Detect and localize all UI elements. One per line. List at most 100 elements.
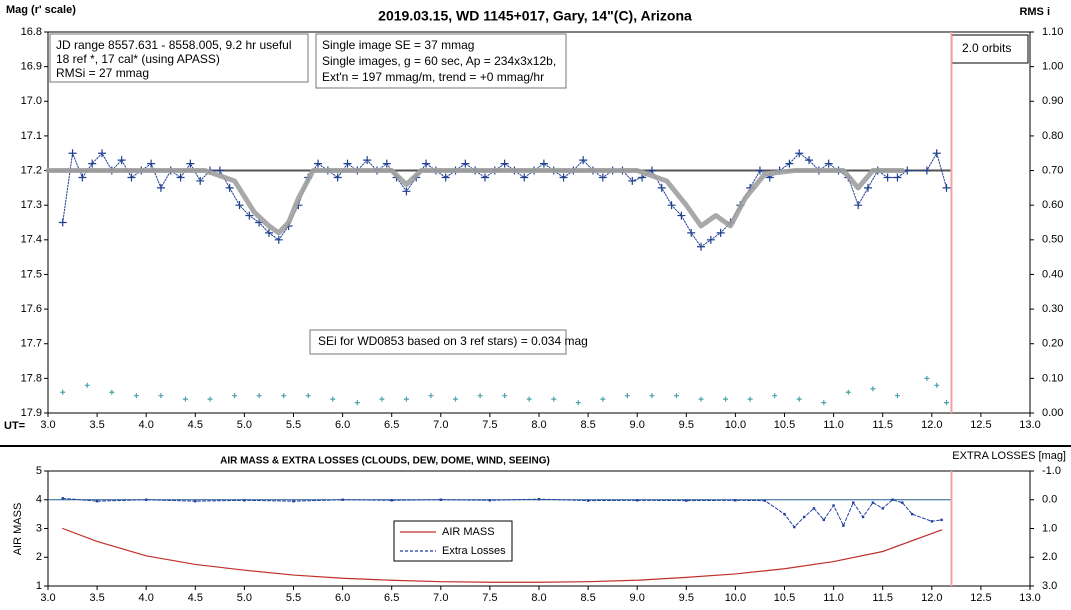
x-tick-label: 10.0	[725, 592, 746, 604]
data-point	[488, 499, 492, 502]
x-tick-label: 7.0	[433, 419, 448, 431]
x-tick-label: 11.5	[872, 419, 893, 431]
data-point	[600, 396, 606, 402]
data-point	[264, 228, 273, 237]
x-tick-label: 8.5	[580, 419, 595, 431]
y2-tick-label: 0.10	[1042, 372, 1063, 384]
x-tick-label: 5.0	[237, 592, 252, 604]
x-tick-label: 4.5	[188, 419, 203, 431]
data-point	[942, 183, 951, 192]
x-tick-label: 5.5	[286, 592, 301, 604]
x-tick-label: 7.5	[482, 419, 497, 431]
data-point	[61, 497, 64, 500]
x-tick-label: 12.5	[970, 419, 991, 431]
info-box	[315, 33, 567, 89]
data-point	[453, 396, 459, 402]
y2-tick-label: 0.30	[1042, 303, 1063, 315]
data-point	[78, 173, 87, 182]
y2-tick-label: 0.90	[1042, 95, 1063, 107]
annotation: SEi for WD0853 based on 3 ref stars) = 0…	[318, 334, 588, 348]
x-tick-label: 11.0	[823, 419, 844, 431]
x-tick-label: 4.0	[139, 419, 154, 431]
y-tick-label: 17.4	[21, 234, 42, 246]
x-tick-label: 12.0	[921, 592, 942, 604]
data-point	[439, 498, 442, 501]
data-point	[624, 393, 630, 399]
data-point	[341, 498, 344, 501]
data-point	[861, 515, 865, 519]
data-point	[158, 393, 164, 399]
data-point	[330, 396, 336, 402]
chart-title: 2019.03.15, WD 1145+017, Gary, 14"(C), A…	[378, 8, 692, 24]
data-point	[883, 173, 892, 182]
data-point	[934, 382, 940, 388]
data-point	[802, 515, 806, 519]
data-point	[422, 159, 431, 168]
y2-axis-label: RMS i	[1019, 6, 1050, 18]
x-tick-label: 10.5	[774, 592, 795, 604]
data-point	[697, 242, 706, 251]
legend-label: Extra Losses	[442, 545, 506, 557]
series-line	[45, 168, 905, 236]
x-tick-label: 6.5	[384, 592, 399, 604]
x-tick-label: 13.0	[1019, 592, 1040, 604]
data-point	[109, 389, 115, 395]
y2-tick-label: 2.0	[1042, 551, 1057, 563]
y-tick-label: 17.7	[21, 338, 42, 350]
data-point	[706, 235, 715, 244]
data-point	[677, 211, 686, 220]
y2-tick-label: 0.00	[1042, 407, 1063, 419]
info-box	[49, 33, 309, 83]
data-point	[649, 393, 655, 399]
y-tick-label: 5	[36, 465, 42, 477]
y-axis-label: AIR MASS	[12, 503, 24, 556]
data-point	[575, 400, 581, 406]
x-tick-label: 5.0	[237, 419, 252, 431]
data-point	[225, 183, 234, 192]
x-tick-label: 3.0	[40, 419, 55, 431]
x-tick-label: 5.5	[286, 419, 301, 431]
y2-tick-label: 0.70	[1042, 164, 1063, 176]
data-point	[68, 149, 77, 158]
x-tick-label: 6.0	[335, 592, 350, 604]
data-point	[390, 499, 393, 502]
data-point	[60, 389, 66, 395]
x-tick-label: 10.0	[725, 419, 746, 431]
data-point	[673, 393, 679, 399]
y-tick-label: 17.9	[21, 407, 42, 419]
data-point	[354, 400, 360, 406]
x-axis-label: UT=	[4, 420, 25, 432]
data-point	[156, 183, 165, 192]
data-point	[698, 396, 704, 402]
y2-axis-label: EXTRA LOSSES [mag]	[952, 450, 1066, 462]
y2-tick-label: -1.0	[1042, 465, 1061, 477]
data-point	[537, 497, 541, 501]
data-point	[196, 176, 205, 185]
data-point	[930, 520, 933, 523]
x-tick-label: 11.0	[823, 592, 844, 604]
legend-label: AIR MASS	[442, 526, 495, 538]
data-point	[812, 507, 816, 510]
data-point	[832, 504, 835, 507]
data-point	[891, 498, 894, 501]
data-point	[539, 159, 548, 168]
x-tick-label: 10.5	[774, 419, 795, 431]
x-tick-label: 6.5	[384, 419, 399, 431]
y-tick-label: 17.0	[21, 95, 42, 107]
data-point	[805, 156, 814, 165]
x-tick-label: 9.5	[679, 419, 694, 431]
x-tick-label: 3.0	[40, 592, 55, 604]
data-point	[207, 396, 213, 402]
data-point	[871, 501, 875, 504]
y-tick-label: 17.6	[21, 303, 42, 315]
x-tick-label: 6.0	[335, 419, 350, 431]
data-point	[98, 149, 107, 158]
x-tick-label: 4.5	[188, 592, 203, 604]
data-point	[58, 218, 67, 227]
data-point	[824, 159, 833, 168]
data-point	[526, 396, 532, 402]
chart-title: AIR MASS & EXTRA LOSSES (CLOUDS, DEW, DO…	[220, 456, 550, 467]
data-point	[363, 156, 372, 165]
y2-tick-label: 0.80	[1042, 130, 1063, 142]
